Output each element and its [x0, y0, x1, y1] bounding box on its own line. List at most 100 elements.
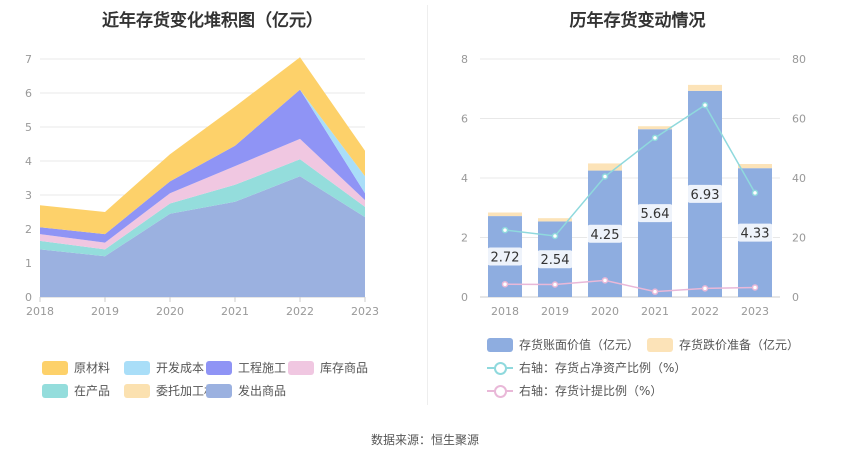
legend-label: 开发成本 — [156, 361, 205, 375]
data-label-bg — [587, 224, 623, 243]
line-point — [551, 281, 559, 288]
x-tick-label: 2022 — [691, 305, 719, 318]
y-tick-label: 0 — [25, 291, 32, 304]
area-原材料 — [40, 57, 365, 235]
legend-label: 右轴：存货计提比例（%） — [519, 384, 663, 398]
bar-data-label: 2.54 — [537, 250, 573, 269]
data-label-text: 5.64 — [641, 207, 670, 222]
bar-data-label: 4.33 — [737, 223, 773, 242]
y2-tick-label: 80 — [792, 53, 806, 66]
line-右轴：存货计提比例（%） — [504, 279, 756, 293]
bar-data-label: 5.64 — [637, 204, 673, 223]
legend-swatch — [487, 337, 513, 352]
legend-item[interactable]: 存货账面价值（亿元） — [487, 336, 639, 353]
legend-swatch — [288, 360, 314, 375]
legend-item[interactable]: 原材料 — [42, 359, 110, 376]
legend-item[interactable]: 库存商品 — [288, 359, 368, 376]
y-tick-label: 5 — [25, 121, 32, 134]
line-point — [751, 189, 759, 197]
bar-存货跌价准备（亿元） — [638, 126, 672, 130]
right-chart-title: 历年存货变动情况 — [569, 11, 706, 31]
line-point — [701, 101, 709, 109]
data-label-bg — [687, 184, 723, 203]
legend-swatch — [206, 383, 232, 398]
line-右轴：存货占净资产比例（%） — [504, 104, 756, 237]
panel-divider — [427, 5, 428, 405]
stacked-area-chart: 0 1 2 3 4 5 6 7 2018 2019 2020 2021 2022 2023 — [25, 53, 379, 318]
line-point — [601, 173, 609, 180]
bar-存货跌价准备（亿元） — [688, 84, 722, 91]
legend-label: 右轴：存货占净资产比例（%） — [519, 361, 687, 375]
y-tick-label: 2 — [461, 232, 468, 245]
data-label-text: 4.25 — [591, 228, 620, 243]
line-point — [601, 277, 609, 284]
area-库存商品 — [40, 138, 365, 250]
y2-tick-label: 40 — [792, 172, 806, 185]
data-label-text: 6.93 — [691, 188, 720, 203]
y-tick-label: 6 — [25, 87, 32, 100]
legend-label: 库存商品 — [320, 361, 369, 375]
x-tick-label: 2018 — [26, 305, 54, 318]
legend-item[interactable]: 开发成本 — [124, 359, 204, 376]
y-tick-label: 6 — [461, 113, 468, 126]
x-tick-label: 2018 — [491, 305, 519, 318]
x-tick-label: 2023 — [741, 305, 769, 318]
line-point — [701, 285, 709, 292]
bar-存货跌价准备（亿元） — [538, 218, 572, 222]
legend-label: 发出商品 — [238, 384, 287, 398]
x-tick-label: 2021 — [641, 305, 669, 318]
legend-swatch — [124, 360, 150, 375]
area-发出商品 — [40, 176, 365, 297]
line-point — [551, 232, 559, 240]
x-tick-label: 2021 — [221, 305, 249, 318]
x-tick-label: 2019 — [541, 305, 569, 318]
bar-存货跌价准备（亿元） — [588, 163, 622, 171]
legend-item[interactable]: 发出商品 — [206, 382, 286, 399]
x-tick-label: 2023 — [351, 305, 379, 318]
line-point — [501, 226, 509, 234]
line-point — [651, 288, 659, 295]
bar-data-label: 6.93 — [687, 184, 723, 203]
y-tick-label: 2 — [25, 223, 32, 236]
line-point — [751, 284, 759, 291]
data-label-bg — [537, 250, 573, 269]
area-在产品 — [40, 159, 365, 257]
legend-label: 工程施工 — [238, 361, 287, 375]
y-tick-label: 1 — [25, 257, 32, 270]
legend-swatch — [42, 360, 68, 375]
y-tick-label: 4 — [461, 172, 468, 185]
y-tick-label: 3 — [25, 189, 32, 202]
y-tick-label: 0 — [461, 291, 468, 304]
data-label-text: 2.54 — [541, 253, 570, 268]
x-tick-label: 2022 — [286, 305, 314, 318]
data-source-note: 数据来源：恒生聚源 — [370, 433, 479, 447]
legend-item[interactable]: 右轴：存货计提比例（%） — [487, 382, 662, 399]
y-tick-label: 7 — [25, 53, 32, 66]
y2-tick-label: 60 — [792, 113, 806, 126]
legend-label: 存货账面价值（亿元） — [519, 338, 640, 352]
legend-label: 原材料 — [74, 361, 111, 375]
data-label-text: 2.72 — [491, 251, 520, 266]
bar-存货跌价准备（亿元） — [488, 212, 522, 217]
legend-label: 存货跌价准备（亿元） — [679, 338, 800, 352]
legend-swatch — [42, 383, 68, 398]
data-label-bg — [637, 204, 673, 223]
legend-item[interactable]: 存货跌价准备（亿元） — [647, 336, 799, 353]
bar-存货跌价准备（亿元） — [738, 164, 772, 169]
legend-item[interactable]: 右轴：存货占净资产比例（%） — [487, 359, 686, 376]
data-label-bg — [487, 247, 523, 266]
legend-swatch — [124, 383, 150, 398]
x-tick-label: 2020 — [156, 305, 184, 318]
data-label-text: 4.33 — [741, 227, 770, 242]
legend-swatch — [206, 360, 232, 375]
legend-item[interactable]: 工程施工 — [206, 359, 286, 376]
left-chart-title: 近年存货变化堆积图（亿元） — [102, 11, 323, 31]
line-point — [501, 280, 509, 288]
bar-data-label: 2.72 — [487, 247, 523, 266]
y-tick-label: 4 — [25, 155, 32, 168]
legend-item[interactable]: 在产品 — [42, 382, 110, 399]
x-tick-label: 2020 — [591, 305, 619, 318]
area-工程施工 — [40, 89, 365, 243]
line-point — [651, 134, 659, 142]
